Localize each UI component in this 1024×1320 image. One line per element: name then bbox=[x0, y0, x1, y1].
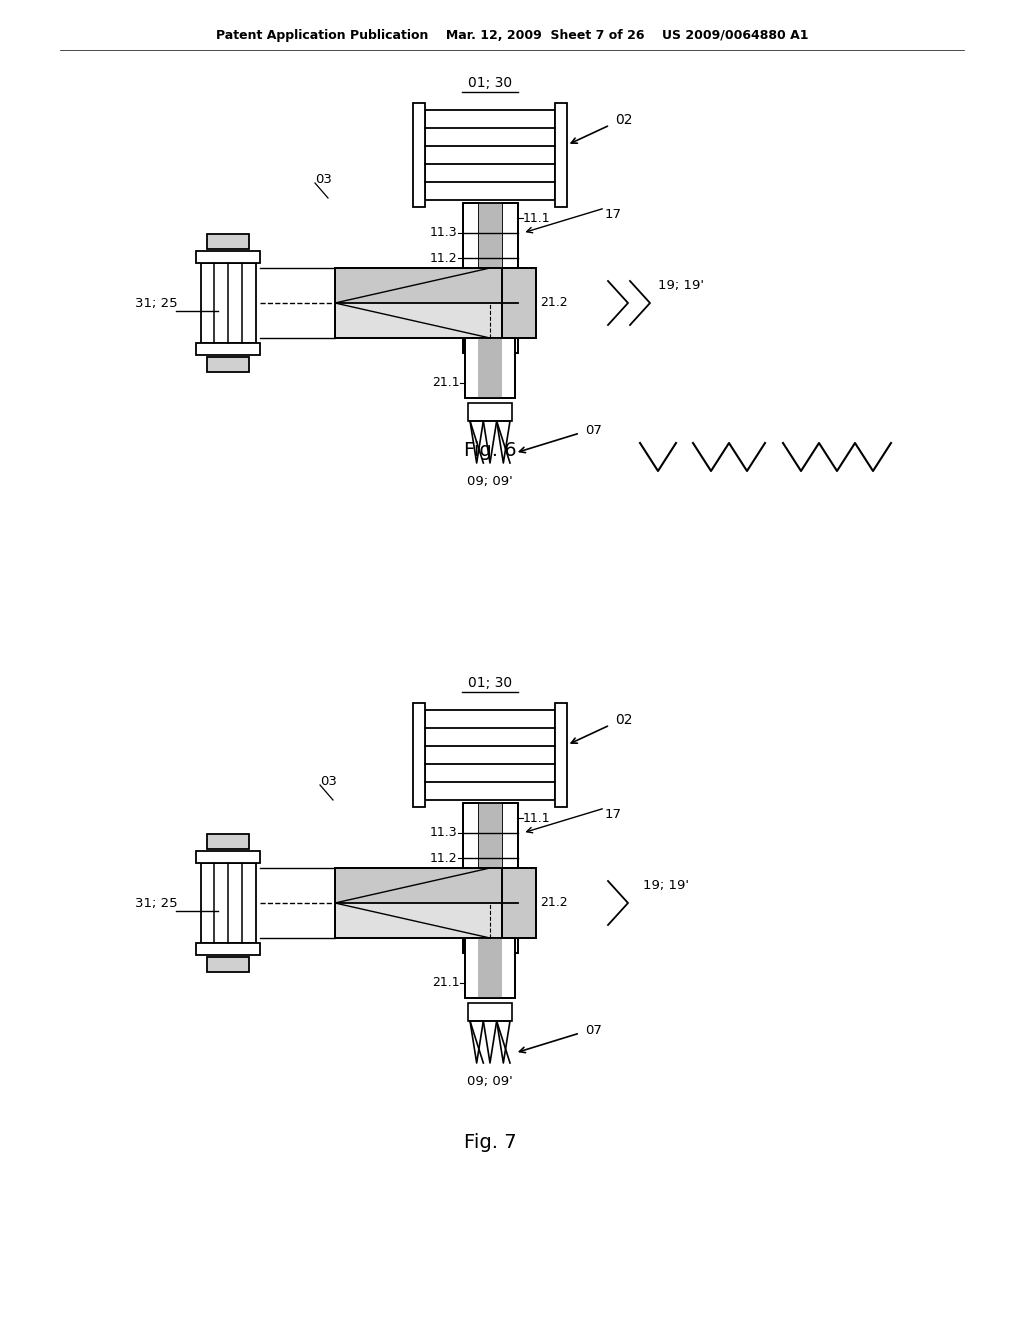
Bar bbox=[468, 1003, 512, 1020]
Bar bbox=[335, 869, 517, 939]
Text: 21.1: 21.1 bbox=[432, 977, 460, 990]
Bar bbox=[468, 403, 512, 421]
Text: 21.1: 21.1 bbox=[432, 376, 460, 389]
Bar bbox=[335, 869, 517, 939]
Bar bbox=[502, 869, 536, 939]
Bar bbox=[201, 863, 256, 942]
Bar bbox=[478, 203, 502, 352]
Bar bbox=[465, 338, 515, 399]
Text: 03: 03 bbox=[319, 775, 337, 788]
Bar bbox=[196, 851, 260, 863]
Text: 11.3: 11.3 bbox=[430, 227, 458, 239]
Text: 07: 07 bbox=[585, 1023, 602, 1036]
Text: Fig. 6: Fig. 6 bbox=[464, 441, 516, 459]
Text: 21.2: 21.2 bbox=[541, 297, 568, 309]
Bar bbox=[465, 338, 515, 399]
Bar bbox=[463, 803, 517, 953]
Bar bbox=[336, 269, 516, 304]
Bar bbox=[208, 834, 249, 849]
Text: Patent Application Publication    Mar. 12, 2009  Sheet 7 of 26    US 2009/006488: Patent Application Publication Mar. 12, … bbox=[216, 29, 808, 41]
Text: 19; 19': 19; 19' bbox=[658, 279, 705, 292]
Bar bbox=[208, 356, 249, 372]
Text: 02: 02 bbox=[615, 713, 633, 727]
Text: 09; 09': 09; 09' bbox=[467, 1074, 513, 1088]
Bar bbox=[413, 103, 425, 207]
Bar bbox=[196, 343, 260, 355]
Bar bbox=[335, 268, 517, 338]
Text: 31; 25: 31; 25 bbox=[135, 896, 177, 909]
Bar bbox=[336, 903, 516, 937]
Text: Fig. 7: Fig. 7 bbox=[464, 1133, 516, 1151]
Text: 11.2: 11.2 bbox=[430, 851, 458, 865]
Bar bbox=[425, 110, 555, 201]
Bar bbox=[555, 103, 567, 207]
Text: 03: 03 bbox=[315, 173, 332, 186]
Text: 07: 07 bbox=[585, 424, 602, 437]
Text: 11.1: 11.1 bbox=[522, 211, 550, 224]
Bar bbox=[502, 803, 517, 953]
Bar bbox=[465, 939, 515, 998]
Bar bbox=[502, 268, 536, 338]
Bar bbox=[465, 939, 515, 998]
Bar bbox=[555, 704, 567, 807]
Text: 11.3: 11.3 bbox=[430, 826, 458, 840]
Bar bbox=[335, 268, 517, 338]
Text: 01; 30: 01; 30 bbox=[468, 676, 512, 690]
Text: 17: 17 bbox=[605, 209, 622, 220]
Text: 17: 17 bbox=[605, 808, 622, 821]
Text: 09; 09': 09; 09' bbox=[467, 475, 513, 488]
Bar bbox=[502, 203, 517, 352]
Text: 21.2: 21.2 bbox=[541, 896, 568, 909]
Text: 31; 25: 31; 25 bbox=[135, 297, 177, 309]
Bar bbox=[196, 251, 260, 263]
Bar bbox=[502, 869, 536, 939]
Bar bbox=[201, 263, 256, 343]
Bar bbox=[478, 939, 502, 998]
Bar bbox=[463, 203, 478, 352]
Text: 02: 02 bbox=[615, 114, 633, 127]
Bar bbox=[336, 304, 516, 337]
Text: 01; 30: 01; 30 bbox=[468, 77, 512, 90]
Text: 11.2: 11.2 bbox=[430, 252, 458, 264]
Bar bbox=[463, 203, 517, 352]
Text: 19; 19': 19; 19' bbox=[643, 879, 689, 891]
Bar bbox=[478, 338, 502, 399]
Bar bbox=[413, 704, 425, 807]
Bar bbox=[208, 234, 249, 249]
Bar bbox=[478, 803, 502, 953]
Text: 11.1: 11.1 bbox=[522, 812, 550, 825]
Bar bbox=[196, 942, 260, 954]
Bar bbox=[425, 710, 555, 800]
Bar bbox=[208, 957, 249, 972]
Bar bbox=[463, 803, 478, 953]
Bar bbox=[336, 869, 516, 903]
Bar bbox=[502, 268, 536, 338]
